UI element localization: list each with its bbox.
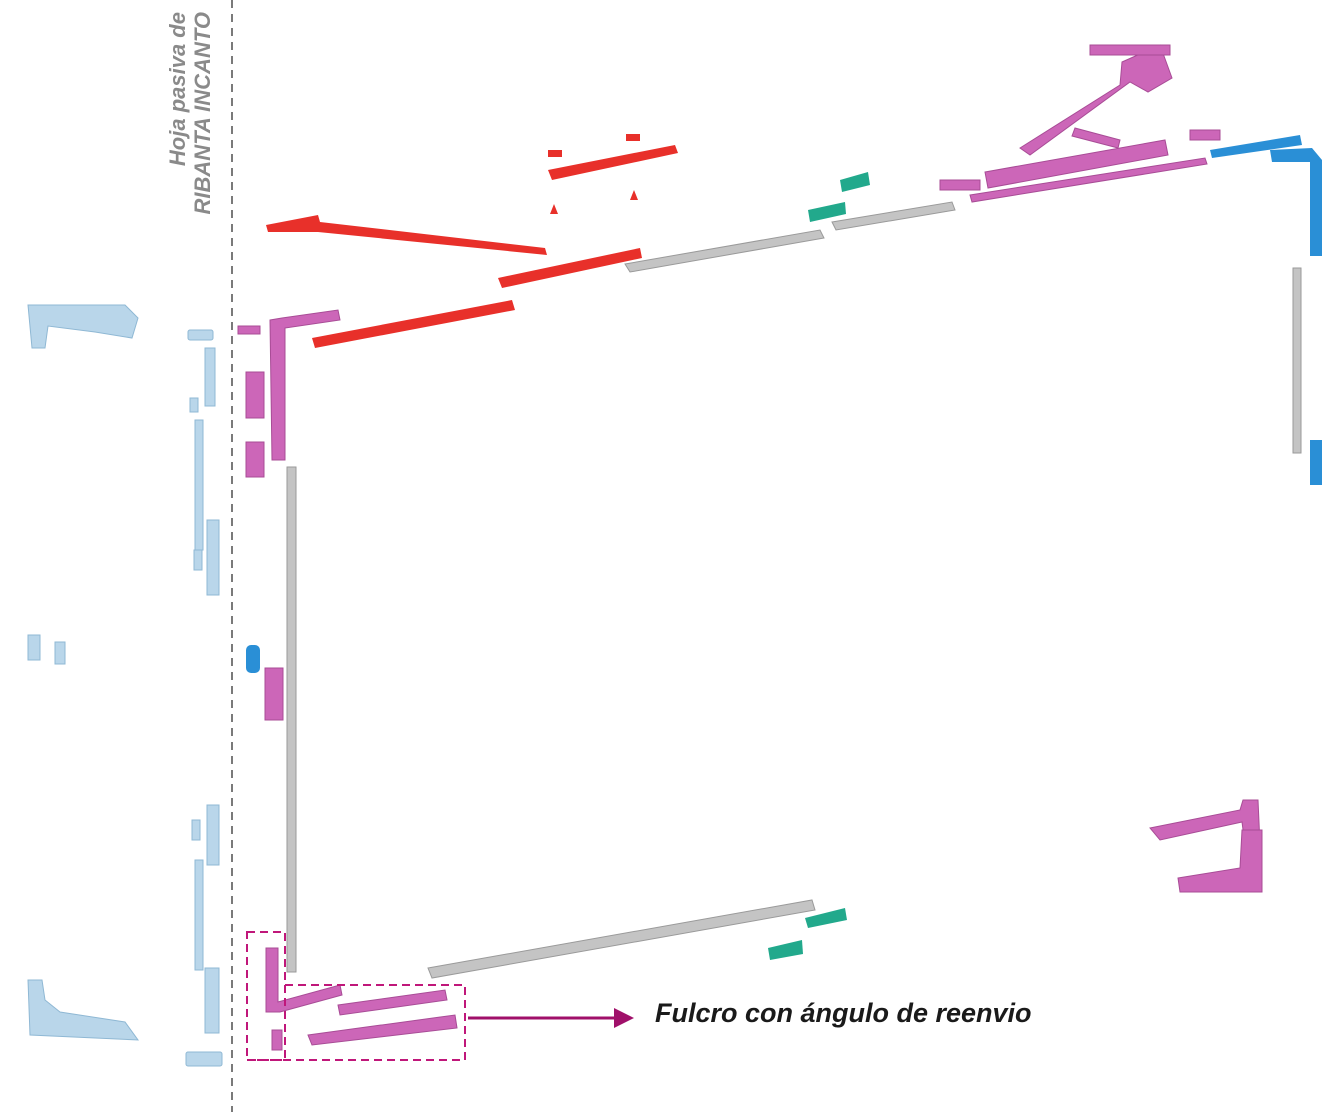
top-arm-stud-b: [626, 134, 640, 141]
mid-slide: [498, 248, 642, 288]
fulcro-rail-a: [337, 989, 448, 1016]
green-keeper-3: [805, 908, 847, 928]
green-keeper-4: [768, 940, 803, 960]
stay-arm: [1019, 44, 1173, 156]
side-block-b: [54, 641, 66, 665]
bottom-connector: [185, 1051, 223, 1067]
green-keepers: [768, 172, 870, 960]
top-right-pink: [1189, 129, 1221, 141]
left-blue-keeper: [246, 645, 260, 673]
top-arm-stud-a: [548, 150, 562, 157]
left-keeper-a: [245, 371, 265, 419]
top-arm-long: [266, 215, 547, 255]
bottom-rod: [427, 899, 816, 979]
fulcro-small: [271, 1029, 283, 1051]
fulcro-rail-b: [307, 1014, 458, 1046]
lower-rod: [194, 859, 204, 971]
screw-b: [630, 190, 638, 200]
lower-small-block: [191, 819, 201, 841]
corner-pink-tab: [237, 325, 261, 335]
side-block-a: [27, 634, 41, 661]
mid-keeper: [206, 519, 220, 596]
top-right-blue-rail: [1210, 135, 1302, 158]
upper-rod: [204, 347, 216, 407]
upper-rod-2: [194, 419, 204, 551]
stay-bracket: [1071, 127, 1121, 149]
top-rail-pink: [984, 139, 1169, 189]
callout-box-vertical: [246, 931, 286, 1061]
mid-small-block: [193, 549, 203, 571]
right-keeper-blue-a: [1310, 228, 1322, 256]
screw-a: [550, 204, 558, 214]
top-rod-2: [831, 201, 956, 231]
fulcro-corner: [265, 947, 343, 1013]
lower-keeper-a: [206, 804, 220, 866]
bottom-corner-bracket: [27, 979, 140, 1041]
bottom-right-corner: [1177, 829, 1263, 893]
top-corner-bracket: [27, 304, 139, 349]
right-keeper-blue-b: [1310, 440, 1322, 485]
mid-hinge-pink: [264, 667, 284, 721]
top-connector: [187, 329, 214, 341]
left-keeper-b: [245, 441, 265, 478]
green-keeper-1: [840, 172, 870, 192]
top-arm-plate: [548, 145, 678, 180]
corner-pink-top-left: [269, 309, 341, 461]
pink-hinge-parts: [237, 44, 1263, 1051]
passive-leaf-label-line1: Hoja pasiva de: [165, 12, 190, 167]
passive-leaf-frame-parts: [27, 304, 223, 1067]
fulcro-callout-label: Fulcro con ángulo de reenvio: [655, 998, 1032, 1028]
lower-keeper-b: [204, 967, 220, 1034]
top-small-pink: [939, 179, 981, 191]
blue-parts: [246, 135, 1322, 673]
upper-keeper: [189, 397, 199, 413]
lower-slide: [312, 300, 515, 348]
callout-box-horizontal: [247, 984, 466, 1061]
passive-leaf-label-line2: RIBANTA INCANTO: [190, 12, 215, 215]
callout-arrow: [468, 1008, 634, 1028]
callout-boxes: [246, 931, 466, 1061]
grey-rods: [286, 201, 1302, 979]
top-rod-1: [624, 229, 825, 273]
stay-arm-top: [1089, 44, 1171, 56]
green-keeper-2: [808, 202, 846, 222]
right-vertical-rod: [1292, 267, 1302, 454]
red-arm-parts: [266, 134, 678, 348]
top-rail-pink-thin: [969, 157, 1208, 203]
left-vertical-rod: [286, 466, 297, 973]
